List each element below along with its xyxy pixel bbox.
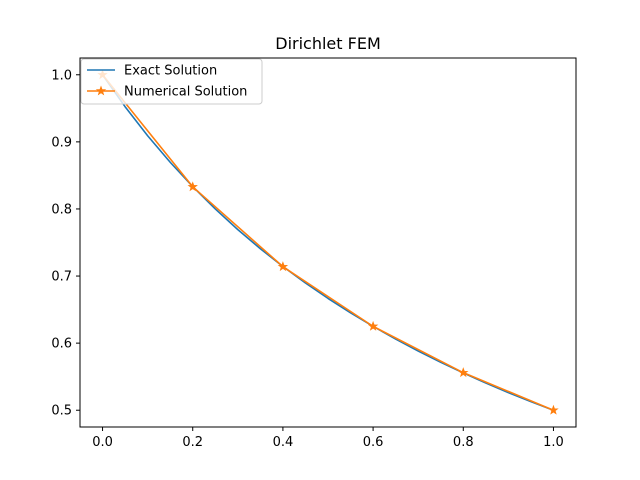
x-tick-label: 0.4: [273, 435, 294, 450]
chart-title: Dirichlet FEM: [275, 34, 381, 53]
data-point-series-2: [458, 367, 469, 378]
axes-frame: [79, 57, 577, 428]
y-tick-label: 0.5: [51, 404, 72, 419]
axes: 0.0 0.2 0.4 0.6 0.8 1.0 0.5 0.6 0.7 0.8 0.9 1.0: [51, 57, 577, 450]
legend-marker-2: [95, 85, 107, 96]
x-tick-label: 0.0: [92, 435, 113, 450]
series-line-2: [101, 74, 554, 411]
x-tick-label: 1.0: [543, 435, 564, 450]
y-tick-label: 0.7: [51, 270, 72, 285]
x-tick-label: 0.2: [182, 435, 203, 450]
x-tick-label: 0.8: [453, 435, 474, 450]
x-tick-label: 0.6: [363, 435, 384, 450]
data-point-series-2: [548, 404, 559, 415]
legend-label-1: Exact Solution: [124, 64, 217, 79]
legend-box: [80, 58, 263, 105]
y-tick-label: 0.8: [51, 202, 72, 217]
data-point-series-2: [367, 320, 379, 331]
data-point-series-2: [187, 181, 198, 192]
y-tick-label: 0.6: [51, 337, 72, 352]
y-tick-label: 1.0: [51, 68, 72, 83]
legend: Exact Solution Numerical Solution: [80, 58, 263, 105]
data-point-series-2: [277, 261, 289, 272]
legend-label-2: Numerical Solution: [124, 85, 247, 100]
y-tick-label: 0.9: [51, 135, 72, 150]
